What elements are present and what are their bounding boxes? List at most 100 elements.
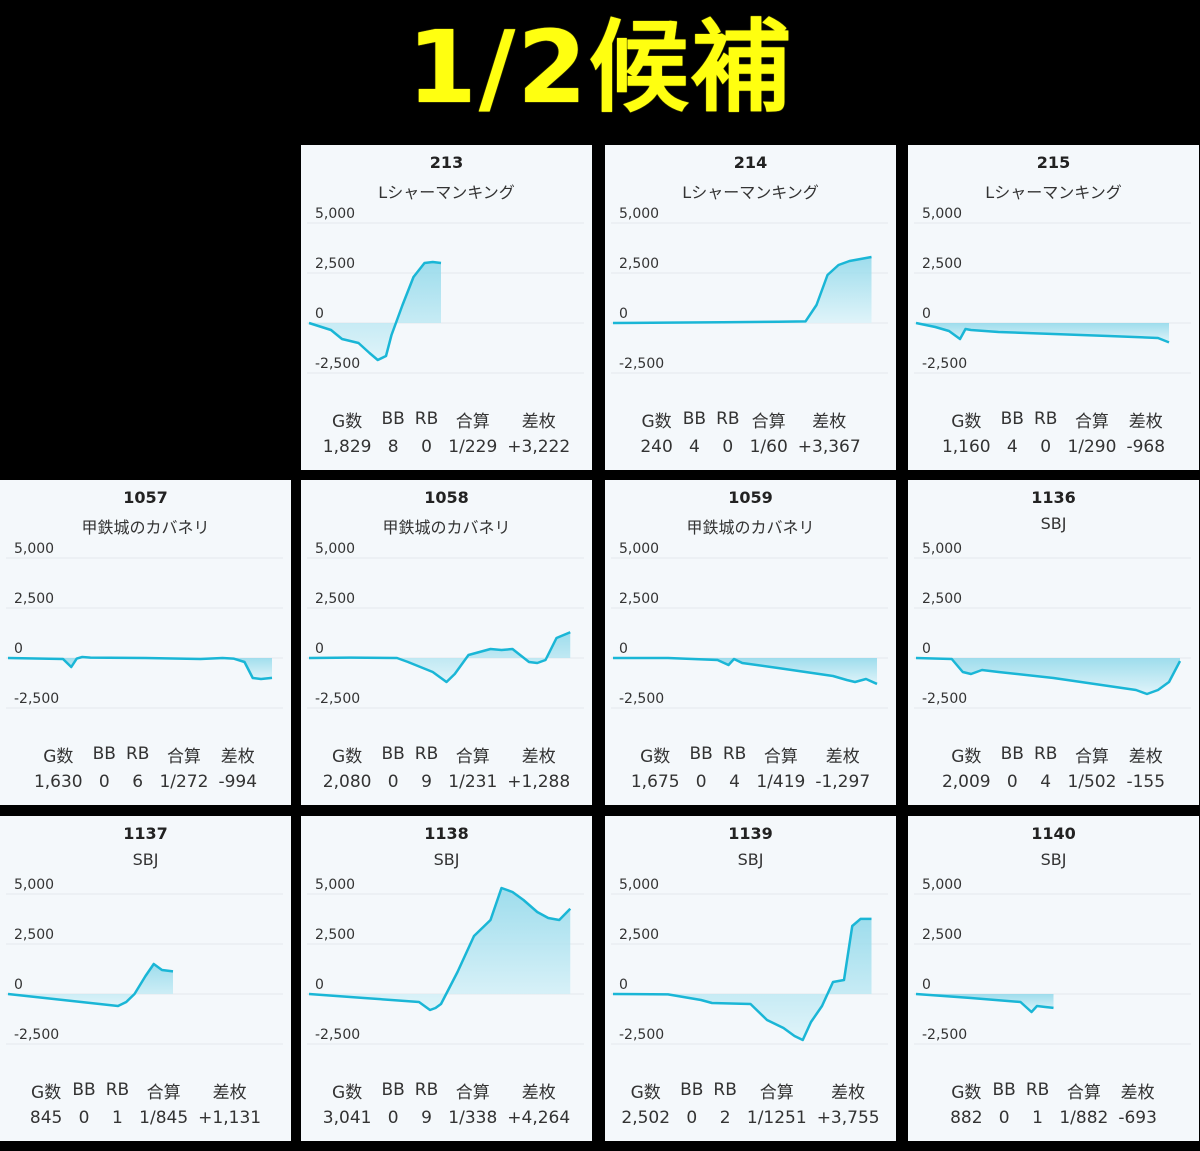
series-area bbox=[613, 918, 872, 1040]
y-tick-label: -2,500 bbox=[619, 691, 664, 707]
stat-header: 差枚 bbox=[825, 746, 860, 767]
stat-header: BB bbox=[381, 409, 405, 429]
balance-chart: 5,000 2,500 0 -2,500 bbox=[914, 206, 1191, 374]
stat-header: RB bbox=[414, 1080, 439, 1100]
stat-header: G数 bbox=[31, 1082, 62, 1103]
machine-name: 甲鉄城のカバネリ bbox=[686, 518, 815, 537]
machine-name: 甲鉄城のカバネリ bbox=[81, 518, 210, 537]
stat-rb: 6 bbox=[132, 772, 144, 792]
stat-header: BB bbox=[92, 744, 116, 764]
y-tick-label: 2,500 bbox=[922, 591, 962, 607]
series-area bbox=[916, 658, 1180, 694]
page-title: 1/2候補 bbox=[407, 9, 793, 126]
stat-header: 合算 bbox=[455, 411, 490, 432]
stat-combined: 1/229 bbox=[448, 437, 498, 457]
machine-name: SBJ bbox=[433, 850, 460, 869]
y-tick-label: 0 bbox=[315, 306, 324, 322]
stat-header: BB bbox=[680, 1080, 704, 1100]
machine-number: 1136 bbox=[1031, 488, 1076, 507]
series-line bbox=[308, 631, 571, 684]
stats-block: G数 BB RB 合算 差枚 2,502 0 2 1/1251 +3,755 bbox=[605, 1076, 896, 1132]
machine-name: SBJ bbox=[737, 850, 764, 869]
stat-header: 差枚 bbox=[521, 746, 556, 767]
stat-diff: -155 bbox=[1126, 772, 1166, 792]
series-line bbox=[612, 917, 872, 1042]
y-tick-label: -2,500 bbox=[619, 1027, 664, 1043]
machine-card: 1058 甲鉄城のカバネリ 5,000 2,500 0 -2,500 G数 BB RB 合算 差枚 2… bbox=[301, 480, 592, 805]
stat-diff: +3,755 bbox=[816, 1108, 880, 1128]
stat-bb: 4 bbox=[689, 437, 700, 457]
y-tick-label: 0 bbox=[922, 306, 931, 322]
stat-diff: +1,288 bbox=[507, 772, 571, 792]
machine-name: 甲鉄城のカバネリ bbox=[382, 518, 511, 537]
stat-rb: 0 bbox=[421, 437, 432, 457]
machine-card: 213 Lシャーマンキング 5,000 2,500 0 -2,500 G数 BB RB 合算 差枚 1… bbox=[301, 145, 592, 470]
machine-card: 1059 甲鉄城のカバネリ 5,000 2,500 0 -2,500 G数 BB RB 合算 差枚 1… bbox=[605, 480, 896, 805]
machine-number: 213 bbox=[429, 153, 464, 172]
stat-header: RB bbox=[722, 744, 747, 764]
stat-diff: -968 bbox=[1126, 437, 1166, 457]
y-tick-label: 2,500 bbox=[14, 927, 54, 943]
y-tick-label: -2,500 bbox=[315, 356, 360, 372]
y-tick-label: -2,500 bbox=[315, 691, 360, 707]
y-tick-label: 2,500 bbox=[315, 591, 355, 607]
machine-card: 1057 甲鉄城のカバネリ 5,000 2,500 0 -2,500 G数 BB RB 合算 差枚 1… bbox=[0, 480, 291, 805]
stat-combined: 1/419 bbox=[756, 772, 806, 792]
stat-header: RB bbox=[1033, 744, 1058, 764]
stat-bb: 0 bbox=[686, 1108, 698, 1128]
stat-header: 合算 bbox=[1066, 1082, 1101, 1103]
stats-block: G数 BB RB 合算 差枚 845 0 1 1/845 +1,131 bbox=[0, 1076, 291, 1132]
stat-header: 差枚 bbox=[831, 1082, 866, 1103]
y-tick-label: 2,500 bbox=[619, 591, 659, 607]
stat-rb: 2 bbox=[719, 1108, 731, 1128]
series-area bbox=[916, 994, 1054, 1012]
stat-header: BB bbox=[72, 1080, 96, 1100]
stat-header: BB bbox=[381, 1080, 405, 1100]
stat-header: RB bbox=[125, 744, 150, 764]
stat-header: BB bbox=[689, 744, 713, 764]
stat-rb: 4 bbox=[729, 772, 740, 792]
y-tick-label: 5,000 bbox=[922, 206, 962, 222]
stat-games: 882 bbox=[950, 1108, 983, 1128]
series-area bbox=[613, 658, 877, 684]
y-tick-label: 2,500 bbox=[922, 256, 962, 272]
stat-games: 240 bbox=[640, 437, 673, 457]
stat-diff: +1,131 bbox=[198, 1108, 262, 1128]
stats-block: G数 BB RB 合算 差枚 1,675 0 4 1/419 -1,297 bbox=[605, 740, 896, 796]
y-tick-label: 2,500 bbox=[619, 256, 659, 272]
stat-diff: -693 bbox=[1118, 1108, 1157, 1128]
y-tick-label: 0 bbox=[922, 977, 931, 993]
stat-header: BB bbox=[682, 409, 707, 429]
y-tick-label: 5,000 bbox=[315, 877, 355, 893]
y-tick-label: -2,500 bbox=[315, 1027, 360, 1043]
stat-bb: 0 bbox=[695, 772, 707, 792]
stat-header: RB bbox=[1033, 409, 1058, 429]
stat-games: 1,160 bbox=[941, 437, 991, 457]
machine-card: 214 Lシャーマンキング 5,000 2,500 0 -2,500 G数 BB RB 合算 差枚 2… bbox=[605, 145, 896, 470]
stat-header: RB bbox=[716, 409, 740, 429]
stat-header: 差枚 bbox=[812, 411, 847, 432]
series-area bbox=[8, 657, 272, 679]
balance-chart: 5,000 2,500 0 -2,500 bbox=[611, 206, 888, 374]
stat-bb: 0 bbox=[998, 1108, 1010, 1128]
y-tick-label: 2,500 bbox=[315, 256, 355, 272]
stats-block: G数 BB RB 合算 差枚 1,160 4 0 1/290 -968 bbox=[908, 405, 1199, 461]
stat-header: BB bbox=[1000, 744, 1024, 764]
stat-header: G数 bbox=[332, 1082, 363, 1103]
y-tick-label: 0 bbox=[619, 977, 628, 993]
stat-rb: 0 bbox=[722, 437, 734, 457]
stat-header: 差枚 bbox=[521, 1082, 556, 1103]
stat-header: G数 bbox=[630, 1082, 661, 1103]
stat-header: G数 bbox=[43, 746, 74, 767]
stats-block: G数 BB RB 合算 差枚 3,041 0 9 1/338 +4,264 bbox=[301, 1076, 592, 1132]
stat-combined: 1/1251 bbox=[746, 1108, 807, 1128]
machine-name: Lシャーマンキング bbox=[378, 183, 515, 202]
series-area bbox=[309, 888, 571, 1010]
machine-card: 1136 SBJ 5,000 2,500 0 -2,500 G数 BB RB 合算 差枚 2,009 0… bbox=[908, 480, 1199, 805]
machine-number: 1057 bbox=[123, 488, 168, 507]
series-area bbox=[309, 262, 441, 360]
y-tick-label: 5,000 bbox=[922, 877, 962, 893]
stat-rb: 9 bbox=[421, 1108, 432, 1128]
series-area bbox=[309, 632, 571, 682]
y-tick-label: -2,500 bbox=[619, 356, 664, 372]
